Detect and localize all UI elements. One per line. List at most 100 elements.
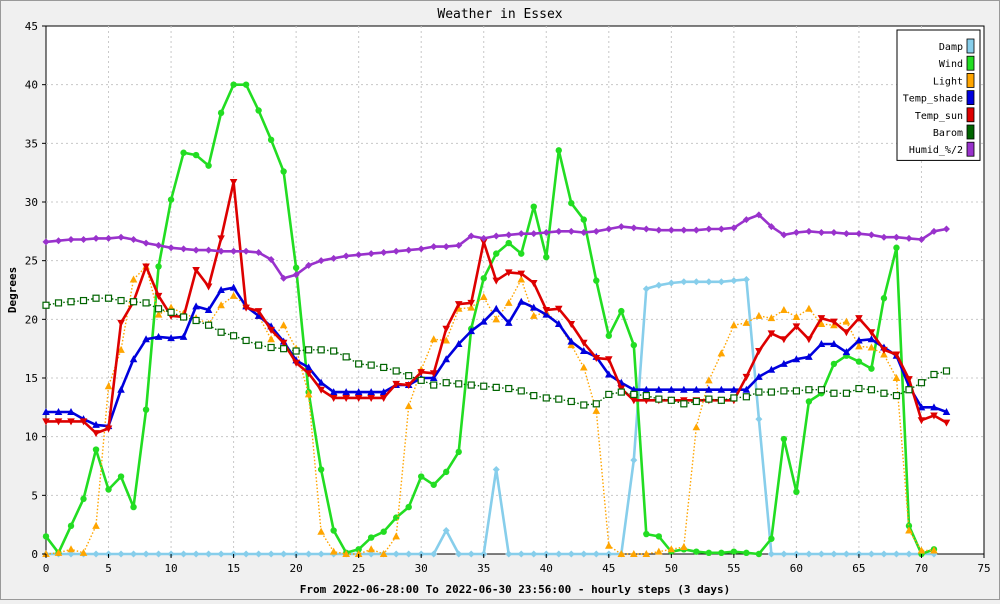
x-tick-label: 25 <box>352 562 365 575</box>
data-point <box>693 548 700 555</box>
data-point <box>792 355 801 363</box>
data-point <box>92 294 100 302</box>
data-point <box>380 528 387 535</box>
axis-ticks: 0 5 10 15 20 25 30 35 40 45 50 55 60 65 70 75 0 5 10 15 20 25… <box>25 20 991 575</box>
data-point <box>529 303 538 311</box>
data-point <box>630 456 638 464</box>
data-point <box>479 238 488 246</box>
x-tick-label: 15 <box>227 562 240 575</box>
data-point <box>230 332 238 340</box>
data-point <box>730 321 738 329</box>
data-point <box>280 550 288 558</box>
data-point <box>930 412 938 420</box>
data-point <box>292 347 300 355</box>
data-point <box>767 365 776 373</box>
series-layer <box>42 81 951 558</box>
data-point <box>217 247 225 255</box>
data-point <box>105 486 112 493</box>
legend-swatch <box>966 73 975 88</box>
data-point <box>342 394 350 402</box>
data-point <box>842 317 851 325</box>
data-point <box>605 332 612 339</box>
data-point <box>942 367 951 375</box>
data-point <box>492 277 501 285</box>
data-point <box>242 304 250 312</box>
data-point <box>229 291 238 299</box>
data-point <box>730 548 738 555</box>
data-point <box>567 397 575 406</box>
data-point <box>304 390 313 398</box>
data-point <box>579 363 588 371</box>
data-point <box>404 382 413 390</box>
data-point <box>267 326 275 334</box>
data-point <box>217 109 225 117</box>
data-point <box>817 229 825 237</box>
data-point <box>880 233 888 241</box>
data-point <box>842 230 850 238</box>
data-point <box>305 550 313 558</box>
data-point <box>117 385 125 393</box>
data-point <box>54 408 63 416</box>
data-point <box>455 241 463 249</box>
data-point <box>442 243 450 251</box>
y-tick-label: 15 <box>25 372 38 385</box>
data-point <box>267 343 275 352</box>
data-point <box>630 397 638 405</box>
data-point <box>755 550 763 558</box>
data-point <box>104 294 113 302</box>
data-point <box>780 305 788 313</box>
data-point <box>743 549 750 557</box>
data-point <box>605 370 613 378</box>
data-point <box>568 199 575 207</box>
data-point <box>479 293 488 301</box>
data-point <box>667 279 675 287</box>
data-point <box>167 196 175 203</box>
data-point <box>404 402 413 410</box>
data-point <box>705 376 713 384</box>
data-point <box>680 385 688 393</box>
data-point <box>204 305 213 313</box>
data-point <box>642 385 651 393</box>
data-point <box>367 388 375 396</box>
data-point <box>67 522 75 530</box>
data-point <box>392 247 400 255</box>
data-point <box>79 296 88 305</box>
data-point <box>742 275 750 283</box>
data-point <box>855 342 863 350</box>
data-point <box>280 168 287 175</box>
data-point <box>204 321 213 329</box>
data-point <box>442 527 450 535</box>
data-point <box>354 550 363 557</box>
data-point <box>79 548 88 556</box>
data-point <box>367 545 375 553</box>
data-point <box>42 238 50 246</box>
legend-label: Barom <box>933 128 963 139</box>
data-point <box>180 149 187 156</box>
data-point <box>317 257 325 265</box>
data-point <box>692 397 700 406</box>
data-point <box>305 261 313 269</box>
legend-label: Humid_%/2 <box>909 145 963 156</box>
data-point <box>417 245 425 253</box>
data-point <box>830 389 838 397</box>
data-point <box>855 315 863 323</box>
data-point <box>92 430 100 438</box>
data-point <box>642 392 650 400</box>
data-point <box>617 388 625 396</box>
data-point <box>317 527 325 535</box>
series-temp-sun <box>42 179 951 438</box>
data-point <box>630 224 638 232</box>
data-point <box>892 392 901 400</box>
data-point <box>242 550 250 558</box>
data-point <box>555 227 563 235</box>
x-tick-label: 75 <box>977 562 990 575</box>
data-point <box>554 305 563 313</box>
data-point <box>317 550 325 558</box>
data-point <box>329 394 338 402</box>
y-tick-label: 30 <box>25 196 38 209</box>
data-point <box>480 275 487 282</box>
data-point <box>292 359 300 367</box>
data-point <box>492 232 500 240</box>
data-point <box>605 225 613 233</box>
